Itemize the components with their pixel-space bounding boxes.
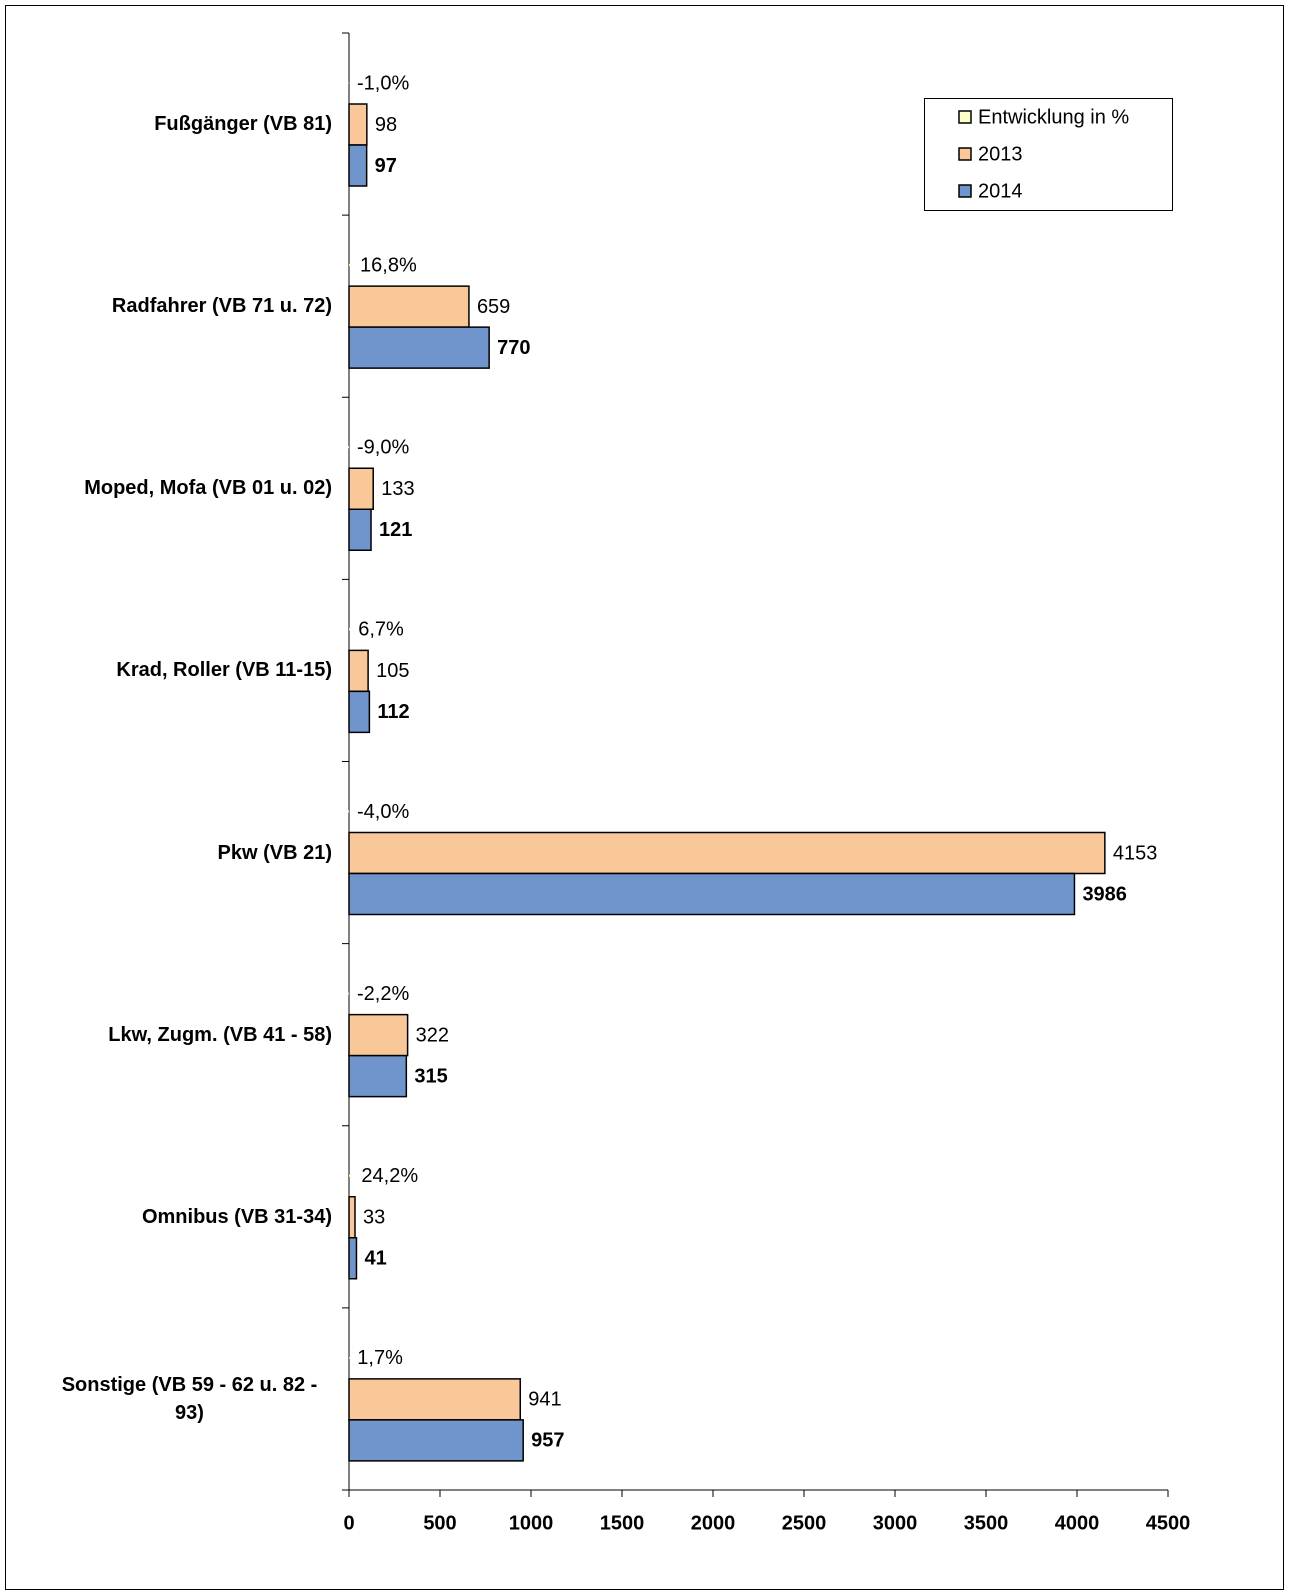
value-label: -4,0% (357, 801, 409, 823)
category-text: Radfahrer (VB 71 u. 72) (111, 295, 332, 318)
category-label: Omnibus (VB 31-34) (12, 1203, 332, 1231)
category-label: Sonstige (VB 59 - 62 u. 82 - 93) (12, 1371, 332, 1427)
x-tick-label: 2000 (691, 1512, 736, 1534)
bar (349, 1174, 354, 1177)
category-text: Lkw, Zugm. (VB 41 - 58) (108, 1023, 332, 1046)
value-label: -9,0% (357, 437, 409, 459)
legend-label: 2013 (978, 143, 1023, 165)
bar (348, 467, 374, 510)
category-text: Krad, Roller (VB 11-15) (116, 659, 332, 682)
x-tick-label: 1000 (509, 1512, 554, 1534)
bar (348, 649, 369, 693)
value-label: 98 (375, 114, 397, 136)
category-label: Moped, Mofa (VB 01 u. 02) (12, 474, 332, 502)
value-label: 16,8% (360, 254, 417, 276)
bar (348, 103, 368, 146)
x-tick-label: 3000 (873, 1512, 918, 1534)
bar (348, 1013, 409, 1057)
value-label: 3986 (1082, 883, 1127, 905)
value-label: 941 (528, 1389, 561, 1411)
legend-swatch (958, 147, 972, 161)
category-label: Fußgänger (VB 81) (12, 110, 332, 138)
value-label: 770 (497, 337, 530, 359)
value-label: 4153 (1113, 842, 1158, 864)
value-label: 41 (364, 1248, 386, 1270)
bar (349, 264, 353, 267)
x-tick-label: 2500 (782, 1512, 827, 1534)
frame (5, 5, 1284, 1590)
value-label: 33 (363, 1207, 385, 1229)
category-text: Pkw (VB 21) (217, 841, 332, 864)
x-tick-label: 3500 (964, 1512, 1009, 1534)
category-label: Lkw, Zugm. (VB 41 - 58) (12, 1021, 332, 1049)
category-text: Omnibus (VB 31-34) (141, 1205, 332, 1228)
bar (348, 690, 371, 734)
category-text: Fußgänger (VB 81) (154, 113, 332, 135)
value-label: 957 (531, 1430, 564, 1452)
legend-label: Entwicklung in % (978, 106, 1129, 128)
value-label: 315 (414, 1065, 447, 1087)
bar (349, 628, 351, 631)
bar (348, 1196, 356, 1239)
value-label: -1,0% (357, 72, 409, 94)
bar (348, 1378, 522, 1421)
bar (348, 1237, 358, 1280)
value-label: 112 (377, 701, 409, 723)
legend-swatch (958, 110, 972, 124)
category-label: Krad, Roller (VB 11-15) (12, 656, 332, 684)
value-label: 659 (477, 296, 510, 318)
bar (348, 508, 372, 551)
value-label: 133 (381, 478, 414, 500)
bar (348, 810, 349, 813)
x-tick-label: 4000 (1055, 1512, 1100, 1534)
value-label: -2,2% (357, 983, 409, 1005)
bar (348, 1419, 524, 1462)
value-label: 322 (416, 1024, 449, 1046)
bar (348, 872, 1076, 916)
bar (348, 1054, 408, 1098)
value-label: 105 (376, 660, 409, 682)
value-label: 97 (375, 155, 397, 177)
value-label: 121 (379, 519, 412, 541)
bar (348, 831, 1106, 875)
category-label: Radfahrer (VB 71 u. 72) (12, 292, 332, 320)
x-tick-label: 0 (343, 1512, 354, 1534)
value-label: 24,2% (361, 1165, 418, 1187)
value-label: 6,7% (358, 619, 404, 641)
value-label: 1,7% (357, 1347, 403, 1369)
x-tick-label: 4500 (1146, 1512, 1191, 1534)
bar (348, 144, 368, 187)
bar (348, 285, 470, 328)
category-label: Pkw (VB 21) (12, 839, 332, 867)
category-text: Moped, Mofa (VB 01 u. 02) (84, 477, 332, 500)
legend-label: 2014 (978, 180, 1023, 202)
bar (347, 446, 349, 449)
category-text: Sonstige (VB 59 - 62 u. 82 - 93) (61, 1373, 318, 1424)
x-tick-label: 1500 (600, 1512, 645, 1534)
x-tick-label: 500 (423, 1512, 456, 1534)
bar (348, 326, 490, 369)
legend-swatch (958, 184, 972, 198)
